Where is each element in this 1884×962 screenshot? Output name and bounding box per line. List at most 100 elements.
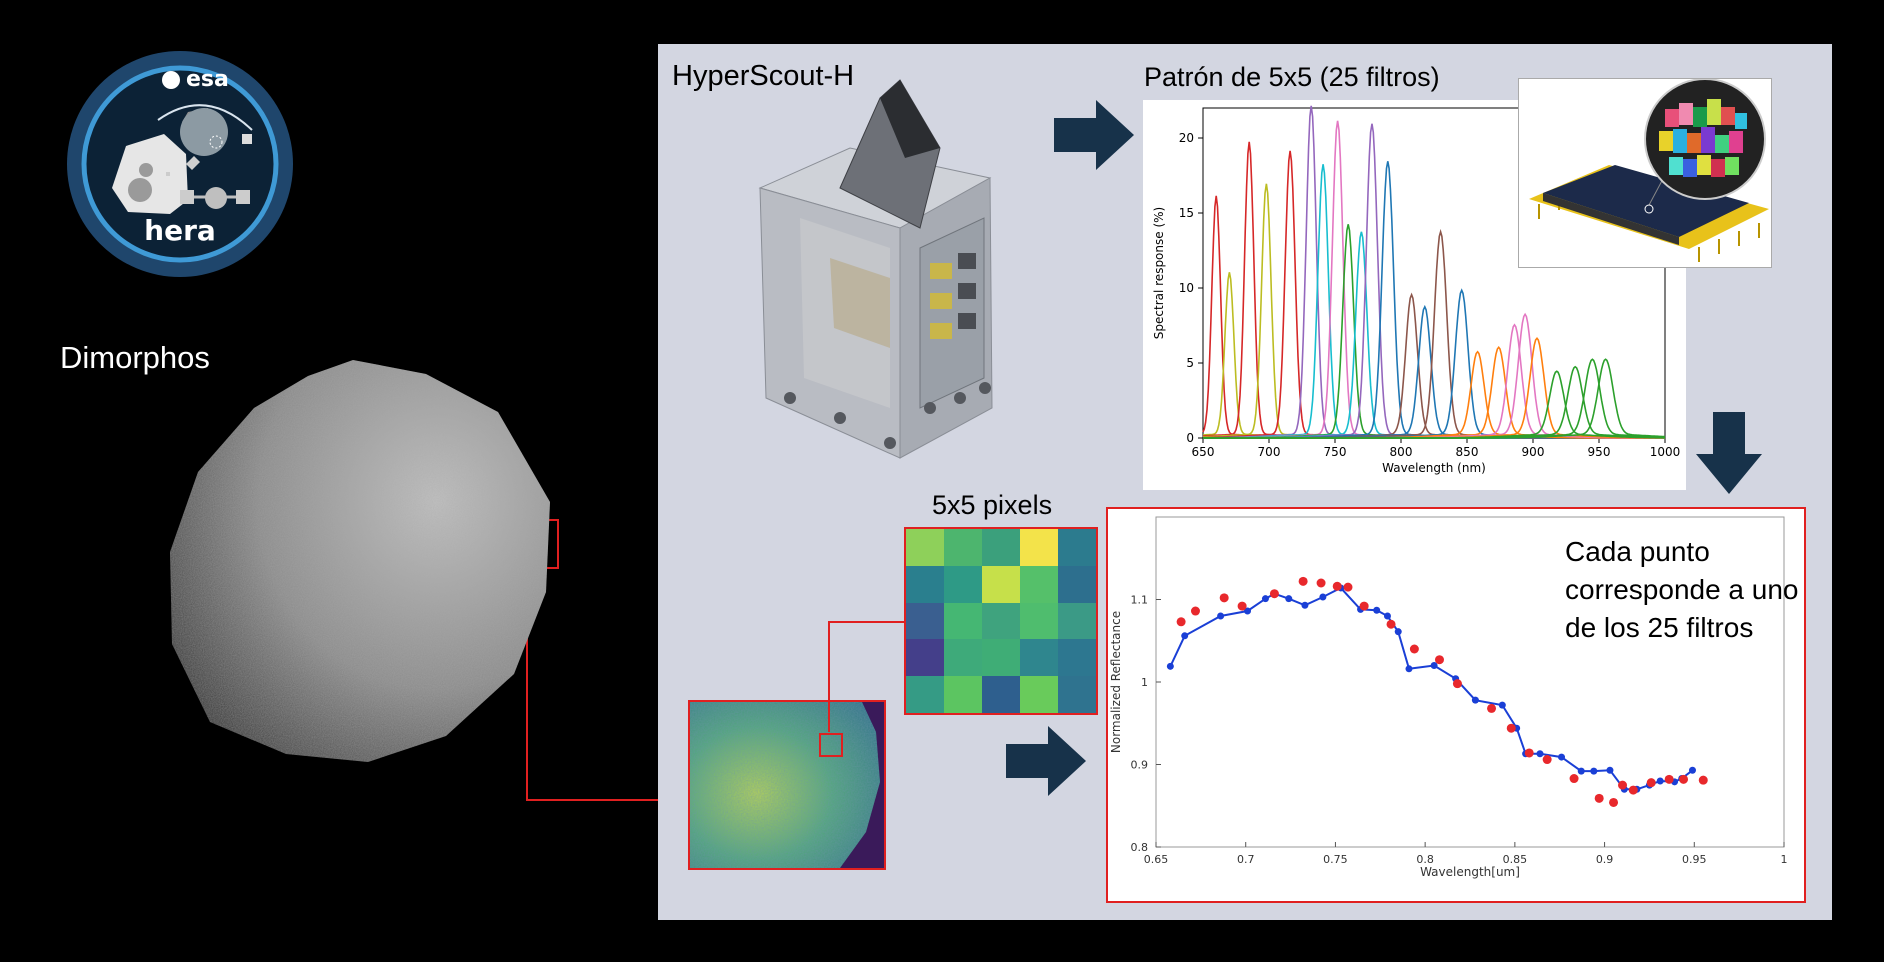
filter-measurement-point	[1664, 774, 1674, 784]
filter-measurement-point	[1569, 774, 1579, 784]
pattern-title: Patrón de 5x5 (25 filtros)	[1144, 62, 1440, 92]
reflectance-point	[1166, 662, 1174, 670]
pixel-cell	[906, 676, 944, 713]
x-tick-label: 0.7	[1237, 853, 1255, 866]
pixel-cell	[982, 529, 1020, 566]
instrument-image	[730, 78, 1080, 470]
pixel-cell	[982, 602, 1020, 640]
x-tick-label: 950	[1588, 445, 1611, 459]
y-axis-label: Spectral response (%)	[1152, 207, 1166, 339]
reflectance-point	[1217, 612, 1225, 620]
filter-measurement-point	[1409, 644, 1419, 654]
reflectance-point	[1606, 766, 1614, 774]
filter-measurement-point	[1269, 589, 1279, 599]
x-tick-label: 0.8	[1416, 853, 1434, 866]
pixel-cell	[906, 602, 944, 640]
pixel-cell	[906, 639, 944, 677]
filter-measurement-point	[1176, 617, 1186, 627]
x-tick-label: 0.85	[1503, 853, 1528, 866]
reflectance-point	[1577, 767, 1585, 775]
filter-measurement-point	[1609, 797, 1619, 807]
filter-measurement-point	[1524, 748, 1534, 758]
reflectance-point	[1319, 593, 1327, 601]
y-tick-label: 10	[1179, 281, 1194, 295]
filter-measurement-point	[1646, 778, 1656, 788]
dimorphos-label: Dimorphos	[60, 340, 210, 375]
pixel-cell	[1058, 565, 1096, 603]
filter-measurement-point	[1628, 785, 1638, 795]
y-tick-label: 1.1	[1131, 594, 1149, 607]
x-axis-label: Wavelength[um]	[1420, 865, 1520, 879]
pixel-selection-box	[819, 733, 843, 757]
x-tick-label: 800	[1390, 445, 1413, 459]
y-tick-label: 20	[1179, 131, 1194, 145]
filter-measurement-point	[1487, 703, 1497, 713]
reflectance-point	[1656, 777, 1664, 785]
region-connector-line	[526, 568, 690, 801]
filter-measurement-point	[1542, 755, 1552, 765]
filter-measurement-point	[1452, 679, 1462, 689]
y-tick-label: 0	[1186, 431, 1194, 445]
pixel-cell	[1020, 565, 1058, 603]
zoomed-region-image	[688, 700, 886, 870]
filter-measurement-point	[1316, 578, 1326, 588]
reflectance-point	[1373, 606, 1381, 614]
y-tick-label: 15	[1179, 206, 1194, 220]
arrow-right-bottom-icon	[1006, 726, 1086, 796]
reflectance-point	[1536, 750, 1544, 758]
y-tick-label: 0.8	[1131, 841, 1149, 854]
logo-agency-text: esa	[186, 67, 229, 92]
reflectance-point	[1471, 696, 1479, 704]
pixels-title: 5x5 pixels	[932, 490, 1053, 520]
x-tick-label: 0.65	[1144, 853, 1169, 866]
reflectance-chart: 0.65 0.7 0.75 0.8 0.85 0.9 0.95 1 0.8 0.9 1 1.1 Wave…	[1106, 507, 1806, 903]
asteroid-image	[158, 352, 568, 764]
x-tick-label: 700	[1258, 445, 1281, 459]
filter-measurement-point	[1237, 601, 1247, 611]
reflectance-point	[1244, 607, 1252, 615]
filter-measurement-point	[1332, 581, 1342, 591]
pixel-grid	[904, 527, 1098, 715]
reflectance-point	[1498, 701, 1506, 709]
x-tick-label: 850	[1456, 445, 1479, 459]
pixel-cell	[1058, 529, 1096, 566]
arrow-down-icon	[1696, 412, 1762, 494]
instrument-title: HyperScout-H	[672, 60, 855, 92]
annotation-text: Cada punto corresponde a uno de los 25 f…	[1565, 536, 1799, 643]
pixel-connector-line	[828, 621, 904, 732]
filter-measurement-point	[1386, 619, 1396, 629]
pixel-cell	[1020, 639, 1058, 677]
pixel-cell	[1020, 529, 1058, 566]
pixel-cell	[1020, 676, 1058, 713]
pixel-cell	[944, 565, 982, 603]
reflectance-point	[1590, 767, 1598, 775]
hera-logo: esa hera	[66, 50, 294, 278]
pixel-cell	[1020, 602, 1058, 640]
x-tick-label: 0.9	[1596, 853, 1614, 866]
filter-measurement-point	[1594, 793, 1604, 803]
reflectance-point	[1181, 632, 1189, 640]
filter-measurement-point	[1359, 601, 1369, 611]
arrow-right-top-icon	[1054, 100, 1134, 170]
reflectance-point	[1285, 595, 1293, 603]
x-tick-label: 1000	[1650, 445, 1681, 459]
reflectance-point	[1405, 665, 1413, 673]
pixel-cell	[1058, 602, 1096, 640]
reflectance-point	[1688, 766, 1696, 774]
reflectance-point	[1301, 601, 1309, 609]
pixel-cell	[1058, 639, 1096, 677]
pixel-cell	[982, 676, 1020, 713]
y-tick-label: 0.9	[1131, 759, 1149, 772]
reflectance-point	[1430, 662, 1438, 669]
logo-mission-text: hera	[144, 214, 216, 247]
pixel-cell	[944, 676, 982, 713]
filter-measurement-point	[1679, 774, 1689, 784]
y-tick-label: 1	[1141, 676, 1148, 689]
pixel-cell	[982, 565, 1020, 603]
filter-measurement-point	[1343, 582, 1353, 592]
x-tick-label: 1	[1781, 853, 1788, 866]
pixel-cell	[944, 529, 982, 566]
filter-measurement-point	[1698, 775, 1708, 785]
pixel-cell	[906, 529, 944, 566]
filter-measurement-point	[1506, 723, 1516, 733]
